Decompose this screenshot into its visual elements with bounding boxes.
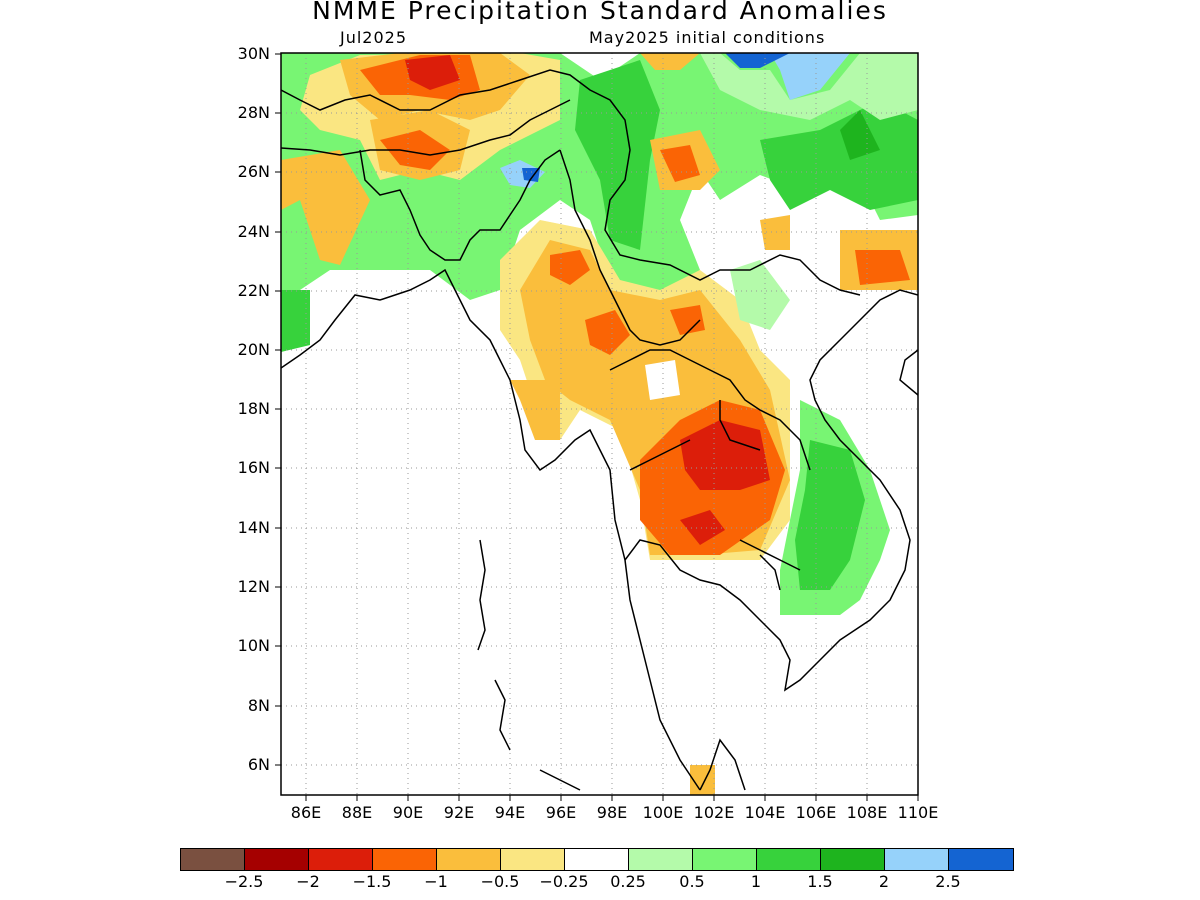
colorbar-swatch xyxy=(821,849,885,870)
lat-label-6n: 6N xyxy=(247,755,270,774)
anomaly-region xyxy=(575,60,660,250)
anomaly-region xyxy=(840,110,880,160)
plot-frame xyxy=(280,52,919,796)
lon-label-102e: 102E xyxy=(693,803,735,822)
anomaly-region xyxy=(760,100,918,210)
lat-label-18n: 18N xyxy=(237,399,270,418)
anomaly-region xyxy=(795,440,865,590)
lat-label-30n: 30N xyxy=(237,44,270,63)
colorbar-label: −2 xyxy=(296,872,320,891)
colorbar-swatch xyxy=(757,849,821,870)
anomaly-fields xyxy=(281,53,918,795)
anomaly-region xyxy=(760,215,790,250)
colorbar-swatch xyxy=(565,849,629,870)
colorbar-label: 0.5 xyxy=(679,872,705,891)
colorbar-swatch xyxy=(629,849,693,870)
colorbar-swatch xyxy=(501,849,565,870)
colorbar-label: −1 xyxy=(424,872,448,891)
colorbar-swatch xyxy=(437,849,501,870)
colorbar-swatch xyxy=(245,849,309,870)
lon-label-104e: 104E xyxy=(744,803,786,822)
colorbar xyxy=(180,848,1014,871)
colorbar-label: −0.25 xyxy=(539,872,589,891)
lon-label-106e: 106E xyxy=(795,803,837,822)
lon-label-100e: 100E xyxy=(642,803,684,822)
forecast-month: Jul2025 xyxy=(340,28,408,47)
lat-label-26n: 26N xyxy=(237,162,270,181)
lon-label-94e: 94E xyxy=(494,803,526,822)
colorbar-label: 2.5 xyxy=(935,872,961,891)
anomaly-region xyxy=(281,150,370,265)
colorbar-swatch xyxy=(885,849,949,870)
anomaly-region xyxy=(640,53,700,70)
anomaly-region xyxy=(281,290,310,352)
anomaly-region xyxy=(725,53,790,68)
anomaly-region xyxy=(730,260,790,330)
lat-label-28n: 28N xyxy=(237,103,270,122)
colorbar-label: 2 xyxy=(878,872,890,891)
colorbar-swatch xyxy=(181,849,245,870)
anomaly-region xyxy=(405,55,460,90)
lat-label-20n: 20N xyxy=(237,340,270,359)
anomaly-region xyxy=(680,420,770,490)
chart-title: NMME Precipitation Standard Anomalies xyxy=(312,0,888,25)
anomaly-region xyxy=(645,360,680,400)
colorbar-label: 0.25 xyxy=(610,872,646,891)
lon-label-96e: 96E xyxy=(545,803,577,822)
colorbar-swatch xyxy=(373,849,437,870)
lon-label-108e: 108E xyxy=(846,803,888,822)
lat-label-10n: 10N xyxy=(237,636,270,655)
lat-label-22n: 22N xyxy=(237,281,270,300)
anomaly-region xyxy=(855,250,910,285)
grid-lines xyxy=(281,53,918,795)
lat-label-16n: 16N xyxy=(237,458,270,477)
anomaly-region xyxy=(380,130,450,170)
colorbar-swatch xyxy=(949,849,1013,870)
initial-conditions: May2025 initial conditions xyxy=(589,28,826,47)
lat-label-24n: 24N xyxy=(237,222,270,241)
lon-label-110e: 110E xyxy=(897,803,939,822)
colorbar-label: 1 xyxy=(750,872,762,891)
lat-label-8n: 8N xyxy=(247,696,270,715)
anomaly-region xyxy=(585,310,630,355)
anomaly-region xyxy=(510,380,560,440)
lon-label-92e: 92E xyxy=(443,803,475,822)
coastlines xyxy=(281,69,918,791)
colorbar-swatch xyxy=(309,849,373,870)
lat-label-12n: 12N xyxy=(237,577,270,596)
colorbar-label: 1.5 xyxy=(807,872,833,891)
anomaly-region xyxy=(550,250,590,285)
colorbar-label: −0.5 xyxy=(480,872,520,891)
anomaly-region xyxy=(770,53,850,100)
lon-label-86e: 86E xyxy=(290,803,322,822)
anomaly-region xyxy=(670,305,705,335)
tick-marks xyxy=(275,53,919,801)
lon-label-88e: 88E xyxy=(341,803,373,822)
colorbar-swatch xyxy=(693,849,757,870)
colorbar-label: −2.5 xyxy=(224,872,264,891)
lat-label-14n: 14N xyxy=(237,518,270,537)
lon-label-98e: 98E xyxy=(596,803,628,822)
anomaly-region xyxy=(660,145,700,182)
colorbar-label: −1.5 xyxy=(352,872,392,891)
lon-label-90e: 90E xyxy=(392,803,424,822)
